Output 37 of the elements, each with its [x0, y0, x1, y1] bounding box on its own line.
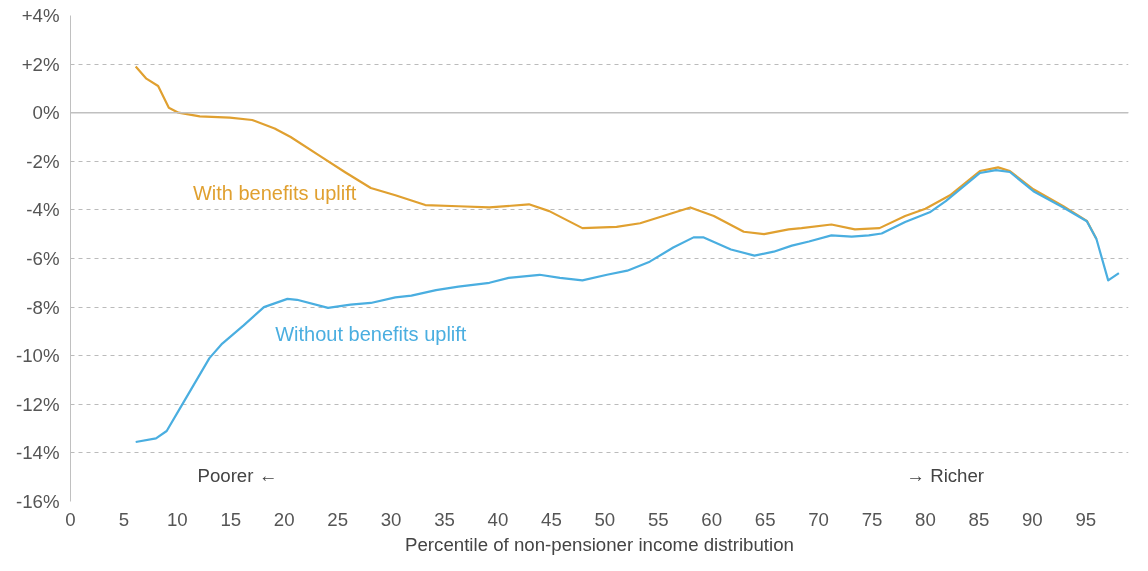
series-label: With benefits uplift [192, 182, 357, 205]
x-tick-label: 5 [118, 508, 130, 530]
x-tick-label: 90 [1021, 508, 1043, 530]
x-tick-label: 40 [487, 508, 509, 530]
y-tick-label: -10% [15, 345, 60, 367]
x-tick-label: 20 [273, 508, 295, 530]
x-tick-label: 50 [594, 508, 616, 530]
x-tick-label: 25 [327, 508, 349, 530]
x-tick-label: 80 [915, 508, 936, 530]
y-tick-label: -6% [26, 248, 60, 269]
x-tick-label: 55 [647, 508, 669, 530]
x-tick-label: 75 [861, 508, 883, 530]
x-tick-label: 85 [968, 508, 990, 530]
y-tick-label: -8% [26, 296, 60, 318]
x-tick-label: 30 [380, 508, 402, 530]
y-tick-label: -14% [15, 442, 60, 464]
line-series [134, 168, 1120, 444]
x-tick-label: 35 [434, 508, 455, 530]
y-tick-label: -2% [26, 150, 60, 172]
x-tick-label: 10 [166, 508, 188, 530]
x-tick-label: 95 [1075, 508, 1097, 530]
y-tick-label: +4% [21, 5, 60, 26]
x-tick-label: 45 [541, 508, 562, 530]
x-tick-label: 0 [65, 508, 76, 530]
y-tick-label: -16% [15, 491, 60, 512]
x-tick-label: 15 [220, 508, 242, 530]
x-tick-label: 70 [808, 508, 829, 530]
annotation: → Richer [906, 465, 985, 486]
y-tick-label: 0% [32, 102, 60, 124]
x-axis-title: Percentile of non-pensioner income distribution [405, 533, 794, 555]
x-tick-label: 65 [754, 508, 776, 530]
annotation: Poorer ← [197, 465, 278, 486]
y-tick-label: +2% [21, 53, 60, 75]
y-tick-label: -12% [15, 393, 60, 415]
series-label: Without benefits uplift [275, 322, 467, 345]
x-tick-label: 60 [701, 508, 723, 530]
y-tick-label: -4% [26, 199, 60, 221]
